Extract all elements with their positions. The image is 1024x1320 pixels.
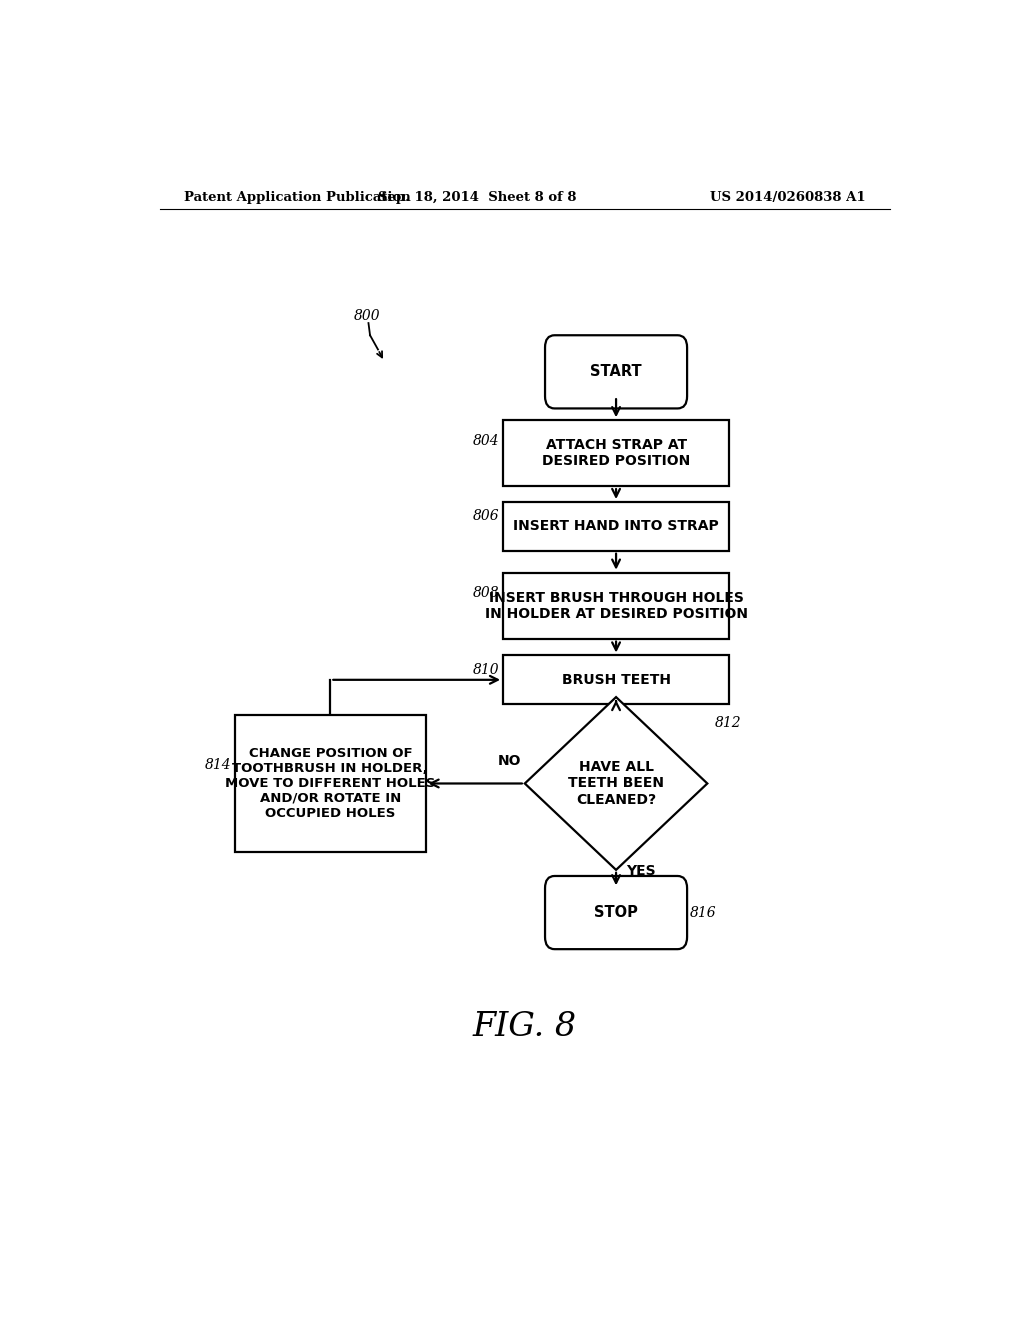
Text: 812: 812: [715, 715, 742, 730]
Bar: [503, 573, 729, 639]
Text: STOP: STOP: [594, 906, 638, 920]
Text: Sep. 18, 2014  Sheet 8 of 8: Sep. 18, 2014 Sheet 8 of 8: [378, 190, 577, 203]
Text: 816: 816: [689, 906, 716, 920]
Text: 810: 810: [472, 663, 499, 677]
Text: INSERT HAND INTO STRAP: INSERT HAND INTO STRAP: [513, 519, 719, 533]
Text: 808: 808: [472, 586, 499, 601]
Bar: [236, 715, 426, 853]
Text: 814: 814: [205, 758, 231, 772]
Text: BRUSH TEETH: BRUSH TEETH: [561, 673, 671, 686]
Text: HAVE ALL
TEETH BEEN
CLEANED?: HAVE ALL TEETH BEEN CLEANED?: [568, 760, 665, 807]
Bar: [503, 502, 729, 550]
Text: CHANGE POSITION OF
TOOTHBRUSH IN HOLDER,
MOVE TO DIFFERENT HOLES
AND/OR ROTATE I: CHANGE POSITION OF TOOTHBRUSH IN HOLDER,…: [225, 747, 435, 820]
Text: FIG. 8: FIG. 8: [473, 1011, 577, 1043]
FancyBboxPatch shape: [545, 335, 687, 408]
Text: 806: 806: [472, 510, 499, 523]
Bar: [503, 656, 729, 704]
Text: START: START: [590, 364, 642, 379]
Text: Patent Application Publication: Patent Application Publication: [183, 190, 411, 203]
Text: NO: NO: [498, 754, 521, 768]
Text: 800: 800: [354, 309, 381, 323]
Text: 804: 804: [472, 434, 499, 447]
Text: INSERT BRUSH THROUGH HOLES
IN HOLDER AT DESIRED POSITION: INSERT BRUSH THROUGH HOLES IN HOLDER AT …: [484, 590, 748, 620]
Text: US 2014/0260838 A1: US 2014/0260838 A1: [711, 190, 866, 203]
Polygon shape: [524, 697, 708, 870]
FancyBboxPatch shape: [545, 876, 687, 949]
Bar: [503, 420, 729, 486]
Text: YES: YES: [627, 863, 656, 878]
Text: ATTACH STRAP AT
DESIRED POSITION: ATTACH STRAP AT DESIRED POSITION: [542, 438, 690, 469]
